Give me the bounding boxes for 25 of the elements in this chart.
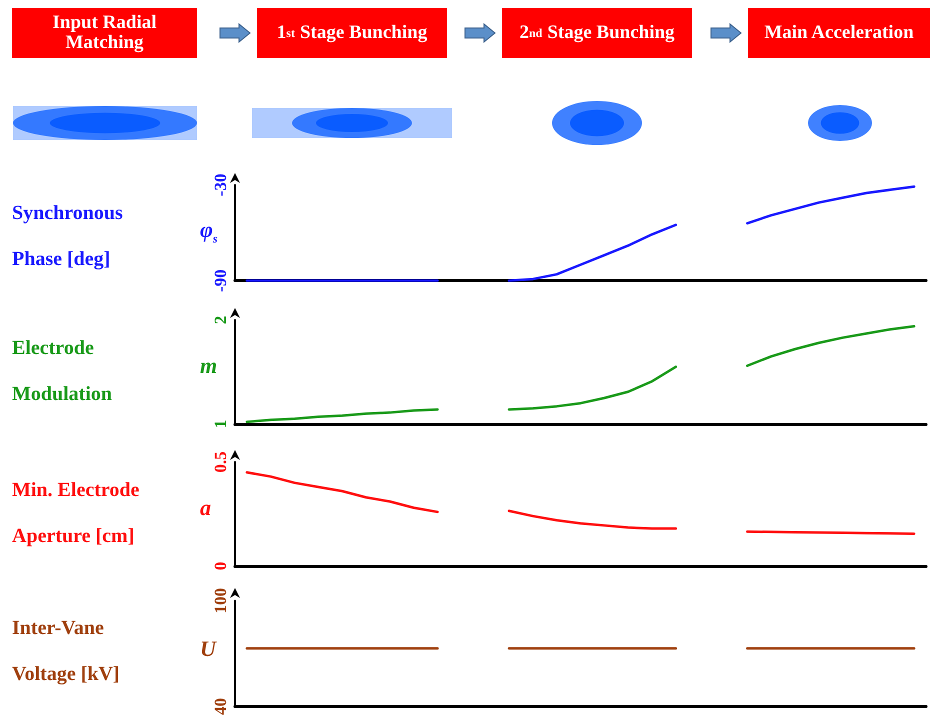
y-tick-label: 40 (211, 698, 230, 715)
y-tick-label: 100 (211, 588, 230, 614)
y-tick-label: -90 (211, 269, 230, 292)
chart-title: Synchronous Phase [deg] (12, 202, 123, 270)
line-series (508, 366, 678, 411)
text: Input Radial Matching (12, 8, 197, 58)
line-series (746, 185, 916, 225)
y-tick-label: -30 (211, 174, 230, 196)
line-series (246, 471, 439, 514)
y-axis-title: U (200, 636, 216, 662)
chart-title: Electrode Modulation (12, 337, 112, 405)
line-series (246, 408, 439, 424)
y-tick-label: 0 (211, 562, 230, 570)
text: Main Acceleration (748, 8, 930, 58)
y-tick-label: 1 (211, 420, 230, 428)
line-series (746, 324, 916, 368)
line-series (508, 224, 678, 282)
chart-title: Inter-Vane Voltage [kV] (12, 617, 120, 685)
y-tick-label: 0.5 (211, 451, 230, 473)
y-tick-label: 2 (211, 316, 230, 324)
y-axis-title: φ$_{s}$ (200, 216, 218, 246)
line-series (508, 510, 678, 530)
chart-title: Min. Electrode Aperture [cm] (12, 479, 140, 547)
y-axis-title: a (200, 494, 211, 520)
y-axis-title: m (200, 352, 218, 378)
